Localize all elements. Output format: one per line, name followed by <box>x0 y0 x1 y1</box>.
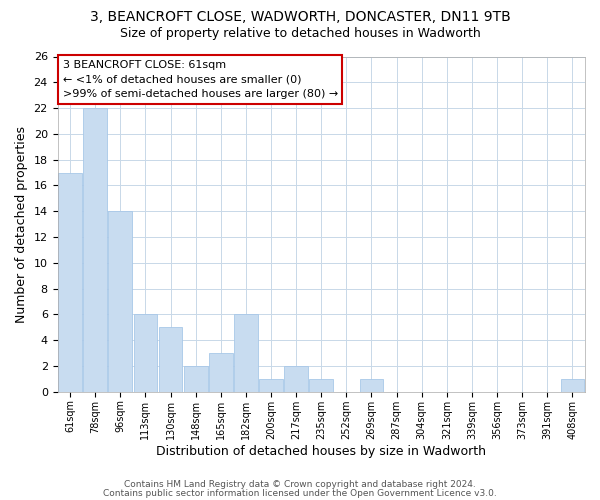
Bar <box>310 379 333 392</box>
Text: Size of property relative to detached houses in Wadworth: Size of property relative to detached ho… <box>119 28 481 40</box>
X-axis label: Distribution of detached houses by size in Wadworth: Distribution of detached houses by size … <box>156 444 486 458</box>
Bar <box>134 314 157 392</box>
Bar <box>109 212 132 392</box>
Bar <box>83 108 107 392</box>
Bar <box>184 366 208 392</box>
Text: Contains HM Land Registry data © Crown copyright and database right 2024.: Contains HM Land Registry data © Crown c… <box>124 480 476 489</box>
Y-axis label: Number of detached properties: Number of detached properties <box>15 126 28 322</box>
Text: Contains public sector information licensed under the Open Government Licence v3: Contains public sector information licen… <box>103 488 497 498</box>
Bar <box>259 379 283 392</box>
Bar <box>58 172 82 392</box>
Text: 3 BEANCROFT CLOSE: 61sqm
← <1% of detached houses are smaller (0)
>99% of semi-d: 3 BEANCROFT CLOSE: 61sqm ← <1% of detach… <box>63 60 338 100</box>
Bar <box>209 353 233 392</box>
Bar <box>284 366 308 392</box>
Bar <box>359 379 383 392</box>
Bar <box>158 328 182 392</box>
Bar <box>234 314 258 392</box>
Bar <box>560 379 584 392</box>
Text: 3, BEANCROFT CLOSE, WADWORTH, DONCASTER, DN11 9TB: 3, BEANCROFT CLOSE, WADWORTH, DONCASTER,… <box>89 10 511 24</box>
